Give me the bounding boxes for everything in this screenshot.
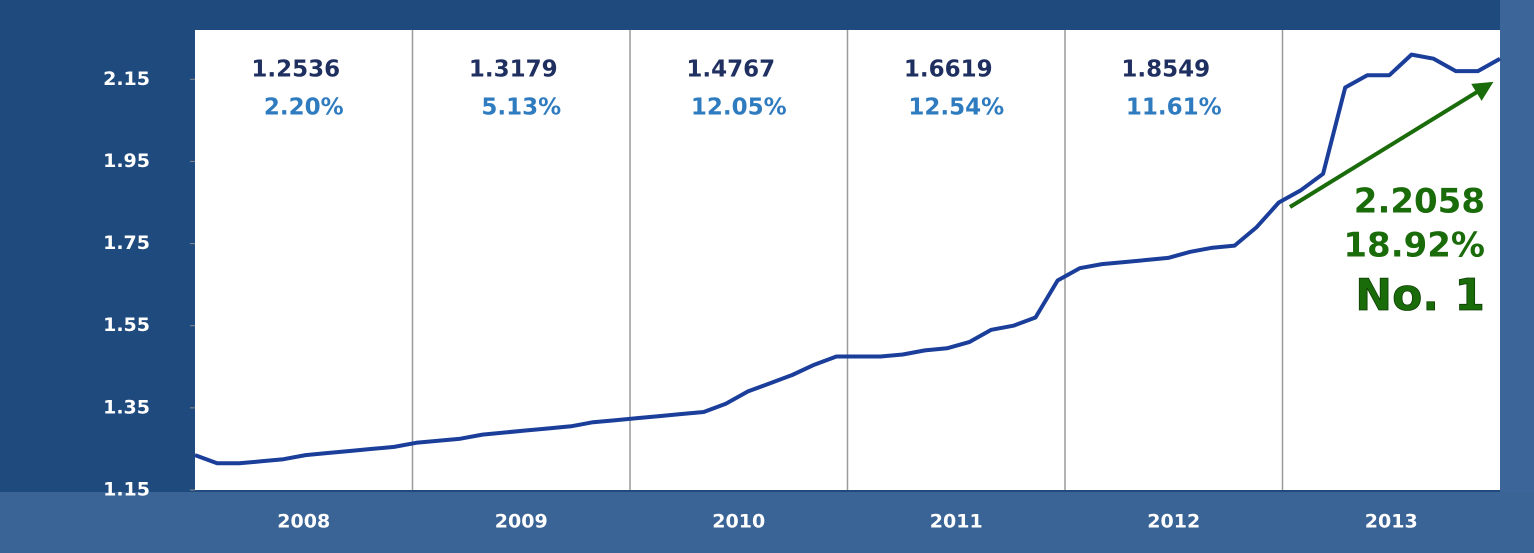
annotation-change: 12.54% (908, 95, 1004, 121)
year-band (0, 492, 1534, 553)
highlight-value: 2.2058 (1354, 182, 1485, 222)
y-tick-label: 1.75 (103, 232, 150, 254)
annotation-value: 1.2536 (251, 57, 340, 83)
plot-layer: 1.15 1.35 1.55 1.75 1.95 2.15 2008 2009 2010 2011… (103, 30, 1501, 533)
annotation-change: 11.61% (1126, 95, 1222, 121)
x-tick-label: 2012 (1147, 511, 1200, 533)
line-series (194, 52, 1501, 466)
right-strip (1500, 0, 1534, 553)
annotation-change: 2.20% (264, 95, 344, 121)
annotation-value: 1.3179 (469, 57, 558, 83)
y-tick-label: 1.15 (103, 479, 150, 501)
annotation-value: 1.8549 (1121, 57, 1210, 83)
x-tick-label: 2008 (277, 511, 330, 533)
annotation-value: 1.6619 (904, 57, 993, 83)
y-tick-label: 1.55 (103, 314, 150, 336)
y-tick-label: 1.35 (103, 396, 150, 418)
y-tick-label: 2.15 (103, 68, 150, 90)
x-tick-label: 2010 (712, 511, 765, 533)
annotation-value: 1.4767 (686, 57, 775, 83)
y-tick-label: 1.95 (103, 150, 150, 172)
annotation-change: 12.05% (691, 95, 787, 121)
x-tick-label: 2013 (1365, 511, 1418, 533)
arrow (1288, 81, 1494, 209)
x-tick-label: 2009 (495, 511, 548, 533)
x-tick-label: 2011 (930, 511, 983, 533)
annotation-change: 5.13% (481, 95, 561, 121)
highlight-change: 18.92% (1343, 226, 1485, 266)
highlight-rank: No. 1 (1355, 270, 1485, 321)
